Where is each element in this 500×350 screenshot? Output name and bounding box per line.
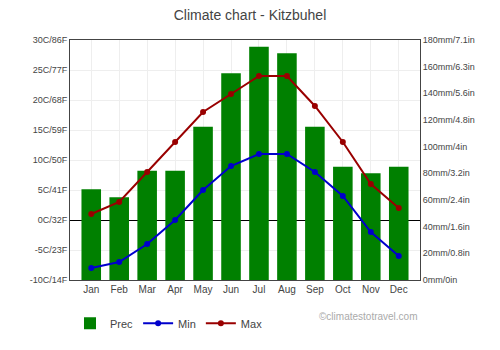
svg-text:80mm/3.2in: 80mm/3.2in [423, 168, 470, 178]
svg-text:-5C/23F: -5C/23F [35, 245, 68, 255]
svg-text:40mm/1.6in: 40mm/1.6in [423, 222, 470, 232]
svg-text:Min: Min [178, 318, 196, 330]
svg-text:25C/77F: 25C/77F [33, 65, 68, 75]
svg-text:Nov: Nov [362, 284, 380, 295]
svg-text:Jul: Jul [253, 284, 266, 295]
svg-text:0mm/0in: 0mm/0in [423, 275, 458, 285]
svg-text:Sep: Sep [306, 284, 324, 295]
svg-text:Oct: Oct [335, 284, 351, 295]
svg-text:20C/68F: 20C/68F [33, 95, 68, 105]
svg-text:160mm/6.3in: 160mm/6.3in [423, 62, 475, 72]
svg-text:10C/50F: 10C/50F [33, 155, 68, 165]
svg-text:May: May [194, 284, 213, 295]
svg-text:Jan: Jan [83, 284, 99, 295]
svg-text:140mm/5.6in: 140mm/5.6in [423, 88, 475, 98]
svg-text:120mm/4.8in: 120mm/4.8in [423, 115, 475, 125]
svg-text:©climatestotravel.com: ©climatestotravel.com [319, 311, 418, 322]
svg-text:30C/86F: 30C/86F [33, 35, 68, 45]
svg-text:-10C/14F: -10C/14F [30, 275, 68, 285]
svg-text:Max: Max [241, 318, 262, 330]
svg-text:Prec: Prec [110, 318, 133, 330]
svg-text:Dec: Dec [390, 284, 408, 295]
svg-text:Jun: Jun [223, 284, 239, 295]
svg-text:100mm/4in: 100mm/4in [423, 142, 468, 152]
svg-text:5C/41F: 5C/41F [38, 185, 68, 195]
svg-text:Apr: Apr [167, 284, 183, 295]
svg-text:15C/59F: 15C/59F [33, 125, 68, 135]
svg-text:Feb: Feb [111, 284, 129, 295]
svg-text:60mm/2.4in: 60mm/2.4in [423, 195, 470, 205]
svg-text:Aug: Aug [278, 284, 296, 295]
svg-text:Climate chart - Kitzbuhel: Climate chart - Kitzbuhel [174, 7, 327, 23]
svg-text:20mm/0.8in: 20mm/0.8in [423, 248, 470, 258]
svg-text:Mar: Mar [139, 284, 157, 295]
svg-text:180mm/7.1in: 180mm/7.1in [423, 35, 475, 45]
svg-text:0C/32F: 0C/32F [38, 215, 68, 225]
